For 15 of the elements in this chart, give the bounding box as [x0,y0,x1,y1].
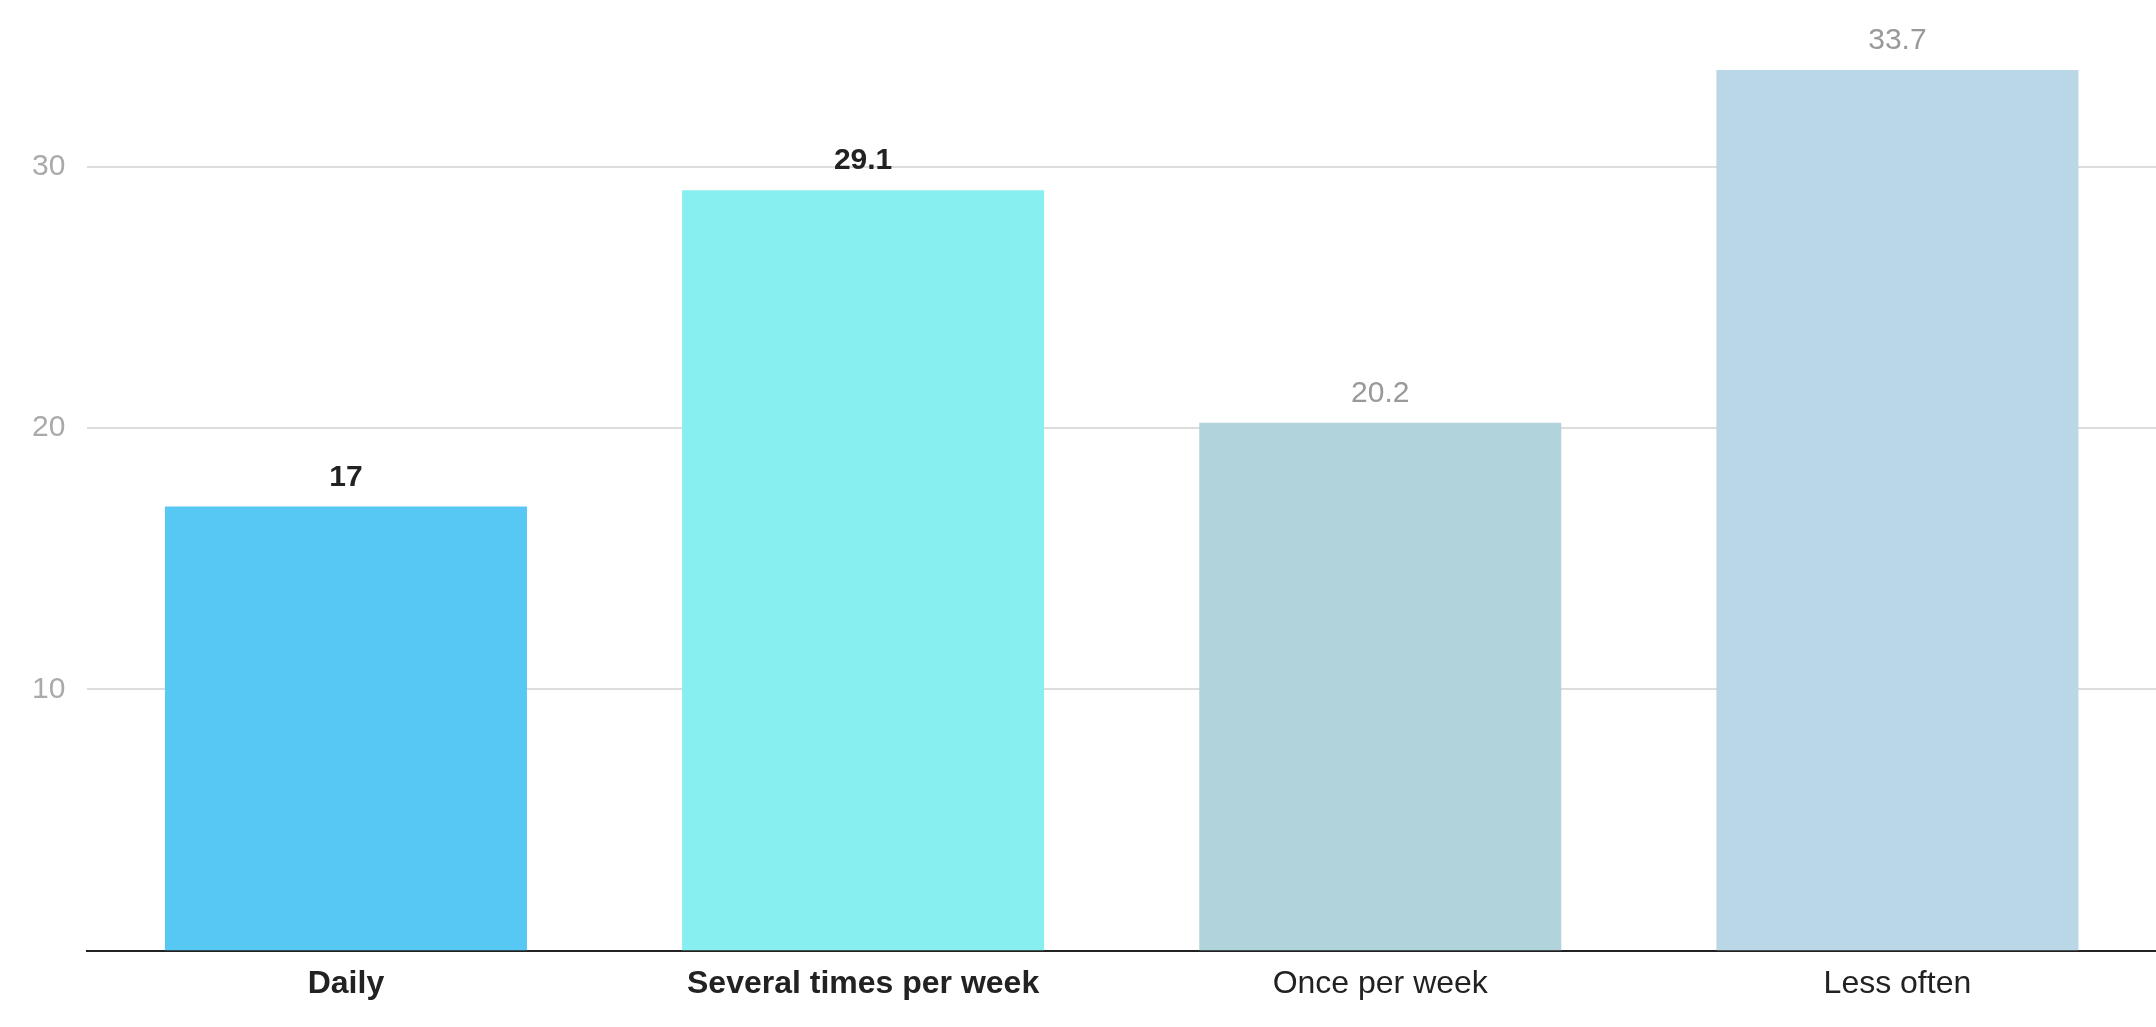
bar [164,506,527,951]
bar [1716,70,2079,951]
x-tick-label: Less often [1823,963,1972,1000]
y-tick-label: 10 [31,670,66,704]
bar [1199,422,1562,951]
data-label: 29.1 [833,142,893,176]
x-tick-label: Daily [307,963,385,1000]
y-tick-label: 30 [31,147,66,181]
bar [682,190,1045,951]
data-label: 33.7 [1868,22,1927,56]
x-tick-label: Several times per week [687,963,1040,1000]
data-label: 17 [329,458,363,492]
y-tick-label: 20 [31,409,66,443]
x-tick-label: Once per week [1272,963,1489,1000]
data-label: 20.2 [1351,375,1410,409]
